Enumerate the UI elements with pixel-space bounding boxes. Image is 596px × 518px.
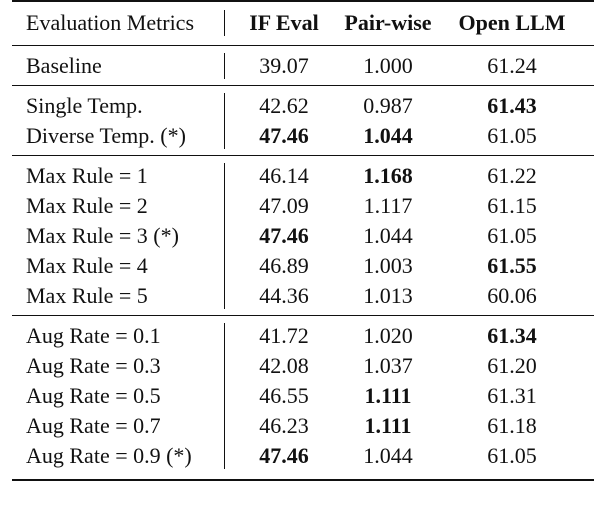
row-label: Max Rule = 5 bbox=[26, 283, 148, 308]
row-label: Single Temp. bbox=[26, 93, 143, 118]
value-cell: 1.003 bbox=[363, 253, 413, 278]
value-cell: 61.18 bbox=[487, 413, 537, 438]
value-cell: 47.09 bbox=[259, 193, 309, 218]
value-cell: 42.62 bbox=[259, 93, 309, 118]
row-label: Baseline bbox=[26, 53, 102, 78]
value-cell: 42.08 bbox=[259, 353, 309, 378]
value-cell: 39.07 bbox=[259, 53, 309, 78]
value-cell: 44.36 bbox=[259, 283, 309, 308]
value-cell: 46.55 bbox=[259, 383, 309, 408]
column-separator bbox=[224, 53, 225, 79]
value-cell: 1.111 bbox=[364, 383, 412, 408]
value-cell: 41.72 bbox=[259, 323, 309, 348]
value-cell: 1.044 bbox=[363, 223, 413, 248]
value-cell: 61.34 bbox=[487, 323, 537, 348]
value-cell: 47.46 bbox=[259, 123, 309, 148]
value-cell: 1.000 bbox=[363, 53, 413, 78]
value-cell: 47.46 bbox=[259, 443, 309, 468]
column-separator bbox=[224, 93, 225, 149]
row-label: Max Rule = 3 (*) bbox=[26, 223, 179, 248]
value-cell: 61.05 bbox=[487, 123, 537, 148]
column-separator bbox=[224, 163, 225, 309]
row-label: Aug Rate = 0.3 bbox=[26, 353, 161, 378]
value-cell: 60.06 bbox=[487, 283, 537, 308]
row-label: Max Rule = 2 bbox=[26, 193, 148, 218]
value-cell: 61.05 bbox=[487, 443, 537, 468]
top-rule bbox=[12, 0, 594, 2]
value-cell: 1.044 bbox=[363, 443, 413, 468]
value-cell: 61.15 bbox=[487, 193, 537, 218]
row-label: Max Rule = 1 bbox=[26, 163, 148, 188]
value-cell: 46.23 bbox=[259, 413, 309, 438]
group-separator-rule bbox=[12, 85, 594, 86]
row-label: Diverse Temp. (*) bbox=[26, 123, 186, 148]
column-separator bbox=[224, 323, 225, 469]
row-label: Aug Rate = 0.5 bbox=[26, 383, 161, 408]
value-cell: 61.05 bbox=[487, 223, 537, 248]
value-cell: 61.43 bbox=[487, 93, 537, 118]
value-cell: 46.89 bbox=[259, 253, 309, 278]
group-separator-rule bbox=[12, 155, 594, 156]
value-cell: 61.31 bbox=[487, 383, 537, 408]
value-cell: 46.14 bbox=[259, 163, 309, 188]
header-separator-rule bbox=[12, 45, 594, 46]
header-open-llm: Open LLM bbox=[458, 10, 566, 35]
column-separator bbox=[224, 10, 225, 36]
value-cell: 61.55 bbox=[487, 253, 537, 278]
value-cell: 1.037 bbox=[363, 353, 413, 378]
header-pair-wise: Pair-wise bbox=[344, 10, 432, 35]
row-label: Aug Rate = 0.7 bbox=[26, 413, 161, 438]
value-cell: 1.168 bbox=[363, 163, 413, 188]
value-cell: 61.20 bbox=[487, 353, 537, 378]
header-evaluation-metrics: Evaluation Metrics bbox=[26, 10, 195, 35]
group-separator-rule bbox=[12, 315, 594, 316]
value-cell: 1.020 bbox=[363, 323, 413, 348]
value-cell: 47.46 bbox=[259, 223, 309, 248]
row-label: Max Rule = 4 bbox=[26, 253, 148, 278]
value-cell: 1.117 bbox=[363, 193, 413, 218]
value-cell: 61.22 bbox=[487, 163, 537, 188]
value-cell: 1.111 bbox=[364, 413, 412, 438]
value-cell: 1.044 bbox=[363, 123, 413, 148]
value-cell: 1.013 bbox=[363, 283, 413, 308]
value-cell: 0.987 bbox=[363, 93, 413, 118]
header-if-eval: IF Eval bbox=[249, 10, 319, 35]
bottom-rule bbox=[12, 479, 594, 481]
value-cell: 61.24 bbox=[487, 53, 537, 78]
row-label: Aug Rate = 0.1 bbox=[26, 323, 161, 348]
row-label: Aug Rate = 0.9 (*) bbox=[26, 443, 192, 468]
